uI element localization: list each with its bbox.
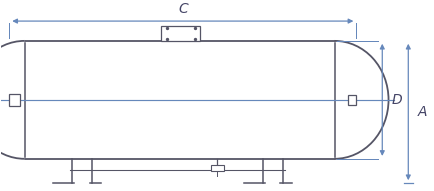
Bar [210, 165, 224, 171]
Bar [347, 95, 355, 105]
Bar [161, 26, 200, 41]
Bar [10, 94, 20, 106]
Text: C: C [178, 2, 187, 16]
Text: A: A [417, 105, 426, 119]
Text: D: D [391, 93, 401, 107]
